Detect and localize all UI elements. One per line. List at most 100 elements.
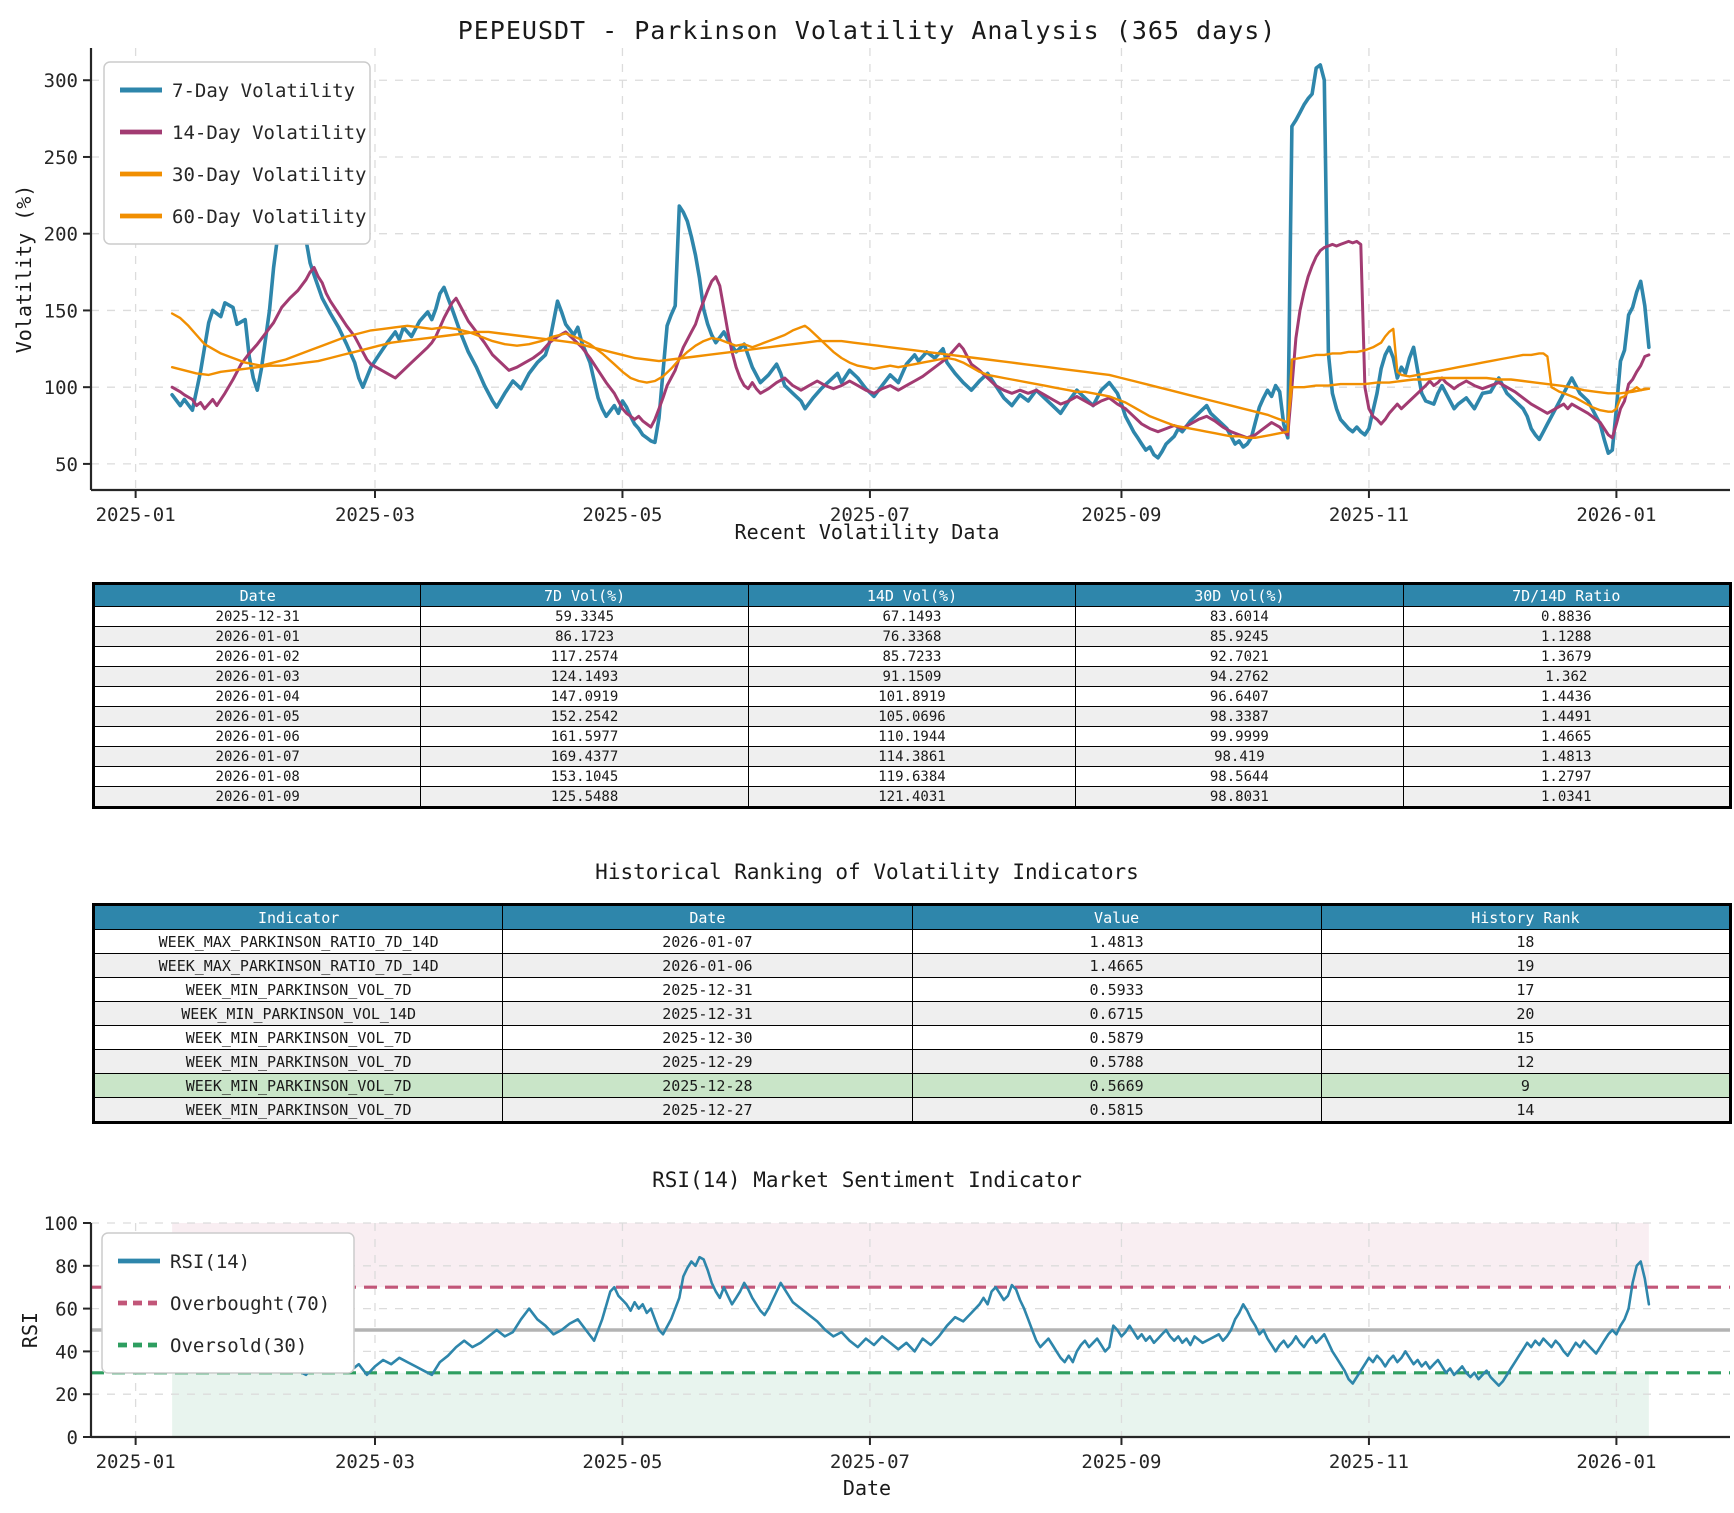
table-cell: 85.9245 <box>1075 626 1404 647</box>
table-cell: 85.7233 <box>747 646 1077 667</box>
table-cell: 110.1944 <box>747 726 1077 747</box>
table-cell: 152.2542 <box>420 706 749 727</box>
volatility-ranking-table: Indicator Date Value History Rank WEEK_MAX_P… <box>92 903 1732 1124</box>
rsi-y-axis-label: RSI <box>18 1311 42 1349</box>
table-cell: 2026-01-07 <box>92 746 422 767</box>
y-tick-label: 100 <box>44 1213 78 1235</box>
table-cell: 1.4665 <box>911 953 1322 978</box>
x-tick-label: 2026-01 <box>1576 1451 1656 1473</box>
x-tick-label: 2025-03 <box>335 1451 415 1473</box>
recent-volatility-table: Date 7D Vol(%) 14D Vol(%) 30D Vol(%) 7D/14D … <box>92 582 1732 809</box>
table-cell: 2025-12-27 <box>502 1097 913 1123</box>
table-row: WEEK_MIN_PARKINSON_VOL_7D 2025-12-31 0.593… <box>92 977 1732 1002</box>
table-cell: 119.6384 <box>747 766 1077 787</box>
table-cell: 9 <box>1320 1073 1732 1098</box>
table-cell: 2025-12-31 <box>92 606 422 627</box>
y-tick-label: 150 <box>44 300 78 322</box>
table-cell: WEEK_MIN_PARKINSON_VOL_7D <box>92 1097 504 1123</box>
x-tick-label: 2025-05 <box>582 1451 662 1473</box>
x-tick-label: 2025-07 <box>830 1451 910 1473</box>
table-cell: 86.1723 <box>420 626 749 647</box>
table-cell: 0.5788 <box>911 1049 1322 1074</box>
table-cell: WEEK_MIN_PARKINSON_VOL_7D <box>92 977 504 1002</box>
legend-label: 7-Day Volatility <box>172 80 355 102</box>
table-cell: 59.3345 <box>420 606 749 627</box>
table-row: WEEK_MIN_PARKINSON_VOL_7D 2025-12-29 0.578… <box>92 1049 1732 1074</box>
table-row: WEEK_MAX_PARKINSON_RATIO_7D_14D 2026-01-0… <box>92 953 1732 978</box>
table-cell: 94.2762 <box>1075 666 1404 687</box>
table-row: 2026-01-03 124.1493 91.1509 94.2762 1.362 <box>92 666 1732 687</box>
table-cell: 2025-12-31 <box>502 977 913 1002</box>
table-cell: WEEK_MAX_PARKINSON_RATIO_7D_14D <box>92 953 504 978</box>
table-cell: 1.4813 <box>911 929 1322 954</box>
table-cell: 1.2797 <box>1402 766 1732 787</box>
table-cell: 98.8031 <box>1075 786 1404 808</box>
rsi-chart-title: RSI(14) Market Sentiment Indicator <box>652 1168 1082 1192</box>
data-series <box>170 1255 1651 1387</box>
table-cell: 98.5644 <box>1075 766 1404 787</box>
table-row: 2026-01-04 147.0919 101.8919 96.6407 1.4436 <box>92 686 1732 707</box>
table-cell: 98.3387 <box>1075 706 1404 727</box>
table-cell: 99.9999 <box>1075 726 1404 747</box>
table-cell: WEEK_MAX_PARKINSON_RATIO_7D_14D <box>92 929 504 954</box>
table-cell: 147.0919 <box>420 686 749 707</box>
y-tick-label: 20 <box>55 1384 78 1406</box>
y-tick-label: 40 <box>55 1341 78 1363</box>
table-cell: 1.4491 <box>1402 706 1732 727</box>
table-cell: 2026-01-05 <box>92 706 422 727</box>
table-cell: 1.1288 <box>1402 626 1732 647</box>
table-row: 2026-01-02 117.2574 85.7233 92.7021 1.3679 <box>92 646 1732 667</box>
table-cell: 91.1509 <box>747 666 1077 687</box>
y-tick-label: 80 <box>55 1256 78 1278</box>
table-cell: 96.6407 <box>1075 686 1404 707</box>
x-tick-label: 2025-09 <box>1081 1451 1161 1473</box>
table-header-row: Date 7D Vol(%) 14D Vol(%) 30D Vol(%) 7D/14D … <box>92 583 1732 607</box>
table-row: 2026-01-05 152.2542 105.0696 98.3387 1.4491 <box>92 706 1732 727</box>
table-cell: 1.4813 <box>1402 746 1732 767</box>
y-tick-label: 0 <box>67 1427 78 1449</box>
table-cell: 2026-01-08 <box>92 766 422 787</box>
table-cell: 2026-01-07 <box>502 929 913 954</box>
data-series <box>170 330 1651 424</box>
table-cell: 98.419 <box>1075 746 1404 767</box>
column-header: 14D Vol(%) <box>747 583 1077 607</box>
table-cell: 0.5879 <box>911 1025 1322 1050</box>
legend-box <box>101 1232 355 1374</box>
table-row: 2026-01-01 86.1723 76.3368 85.9245 1.1288 <box>92 626 1732 647</box>
table-cell: 2025-12-30 <box>502 1025 913 1050</box>
shaded-band <box>172 1372 1649 1437</box>
table-cell: 161.5977 <box>420 726 749 747</box>
table-row: WEEK_MIN_PARKINSON_VOL_7D 2025-12-27 0.581… <box>92 1097 1732 1123</box>
x-tick-label: 2025-01 <box>96 1451 176 1473</box>
table-cell: 76.3368 <box>747 626 1077 647</box>
y-tick-label: 100 <box>44 377 78 399</box>
table-cell: 2026-01-09 <box>92 786 422 808</box>
table-cell: 2026-01-03 <box>92 666 422 687</box>
table-cell: WEEK_MIN_PARKINSON_VOL_7D <box>92 1049 504 1074</box>
table-header-row: Indicator Date Value History Rank <box>92 904 1732 930</box>
table-cell: 1.362 <box>1402 666 1732 687</box>
table-cell: 2026-01-04 <box>92 686 422 707</box>
legend-label: RSI(14) <box>170 1251 250 1273</box>
table-cell: 0.5669 <box>911 1073 1322 1098</box>
column-header: 30D Vol(%) <box>1075 583 1404 607</box>
table-cell: 2025-12-28 <box>502 1073 913 1098</box>
table-cell: 0.5815 <box>911 1097 1322 1123</box>
volatility-y-axis-label: Volatility (%) <box>12 184 36 354</box>
x-tick-label: 2026-01 <box>1576 504 1656 526</box>
rsi-chart: 0 20 40 60 80 100 2025-01 2025-03 2025-05 2025-07… <box>44 1213 1730 1473</box>
table-row: 2026-01-09 125.5488 121.4031 98.8031 1.0341 <box>92 786 1732 808</box>
table-cell: 1.3679 <box>1402 646 1732 667</box>
table-cell: WEEK_MIN_PARKINSON_VOL_7D <box>92 1025 504 1050</box>
volatility-chart-title: PEPEUSDT - Parkinson Volatility Analysis… <box>457 16 1277 45</box>
table-cell: 2025-12-29 <box>502 1049 913 1074</box>
column-header: Date <box>92 583 422 607</box>
table-cell: 0.5933 <box>911 977 1322 1002</box>
table-row: 2025-12-31 59.3345 67.1493 83.6014 0.8836 <box>92 606 1732 627</box>
table-cell: 117.2574 <box>420 646 749 667</box>
table-cell: 2026-01-06 <box>92 726 422 747</box>
y-tick-label: 50 <box>55 454 78 476</box>
table-cell: 125.5488 <box>420 786 749 808</box>
